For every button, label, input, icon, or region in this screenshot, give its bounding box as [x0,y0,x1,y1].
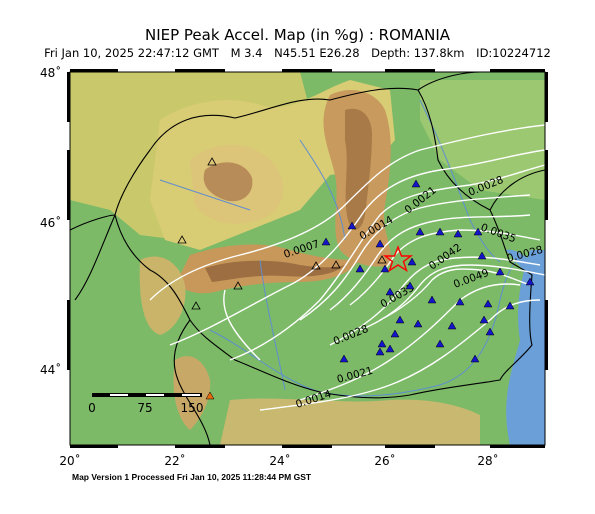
lon-tick-28: 28˚ [477,453,498,468]
terrain-apuseni-mountains [203,162,253,202]
terrain-bulgaria-hills [220,398,480,445]
scale-label-0: 0 [88,401,96,415]
terrain-east-carpathians-high [345,108,372,230]
event-datetime: Fri Jan 10, 2025 22:47:12 GMT [44,46,219,60]
lat-tick-46: 46˚ [40,215,61,230]
lon-tick-20: 20˚ [59,453,80,468]
map-area [70,72,545,445]
event-id: ID:10224712 [476,46,551,60]
terrain-moldova [420,80,545,200]
rivers [159,99,521,397]
lon-tick-22: 22˚ [164,453,185,468]
event-info: Fri Jan 10, 2025 22:47:12 GMT M 3.4 N45.… [0,46,595,60]
map-title: NIEP Peak Accel. Map (in %g) : ROMANIA [144,26,451,44]
map-frame [67,69,548,448]
terrain-banat [139,256,186,335]
peak-markers [177,157,387,310]
lon-tick-26: 26˚ [374,453,395,468]
scale-label-150: 150 [181,401,204,415]
event-depth: Depth: 137.8km [371,46,465,60]
map-version-footer: Map Version 1 Processed Fri Jan 10, 2025… [72,472,312,482]
scale-bar: 0 75 150 [88,393,203,415]
lon-tick-24: 24˚ [269,453,290,468]
scale-label-75: 75 [137,401,152,415]
epicenter-star-icon [382,245,414,273]
lat-tick-44: 44˚ [40,362,61,377]
pga-contours [149,124,545,411]
event-location: N45.51 E26.28 [274,46,360,60]
black-sea [506,250,545,445]
seismic-stations [321,179,535,363]
terrain-south-carpathians-high [205,260,345,282]
lat-tick-48: 48˚ [40,65,61,80]
longitude-ticks: 20˚ 22˚ 24˚ 26˚ 28˚ [59,453,498,468]
event-magnitude: M 3.4 [230,46,263,60]
orange-station-marker [205,391,215,400]
latitude-ticks: 48˚ 46˚ 44˚ [40,65,61,377]
